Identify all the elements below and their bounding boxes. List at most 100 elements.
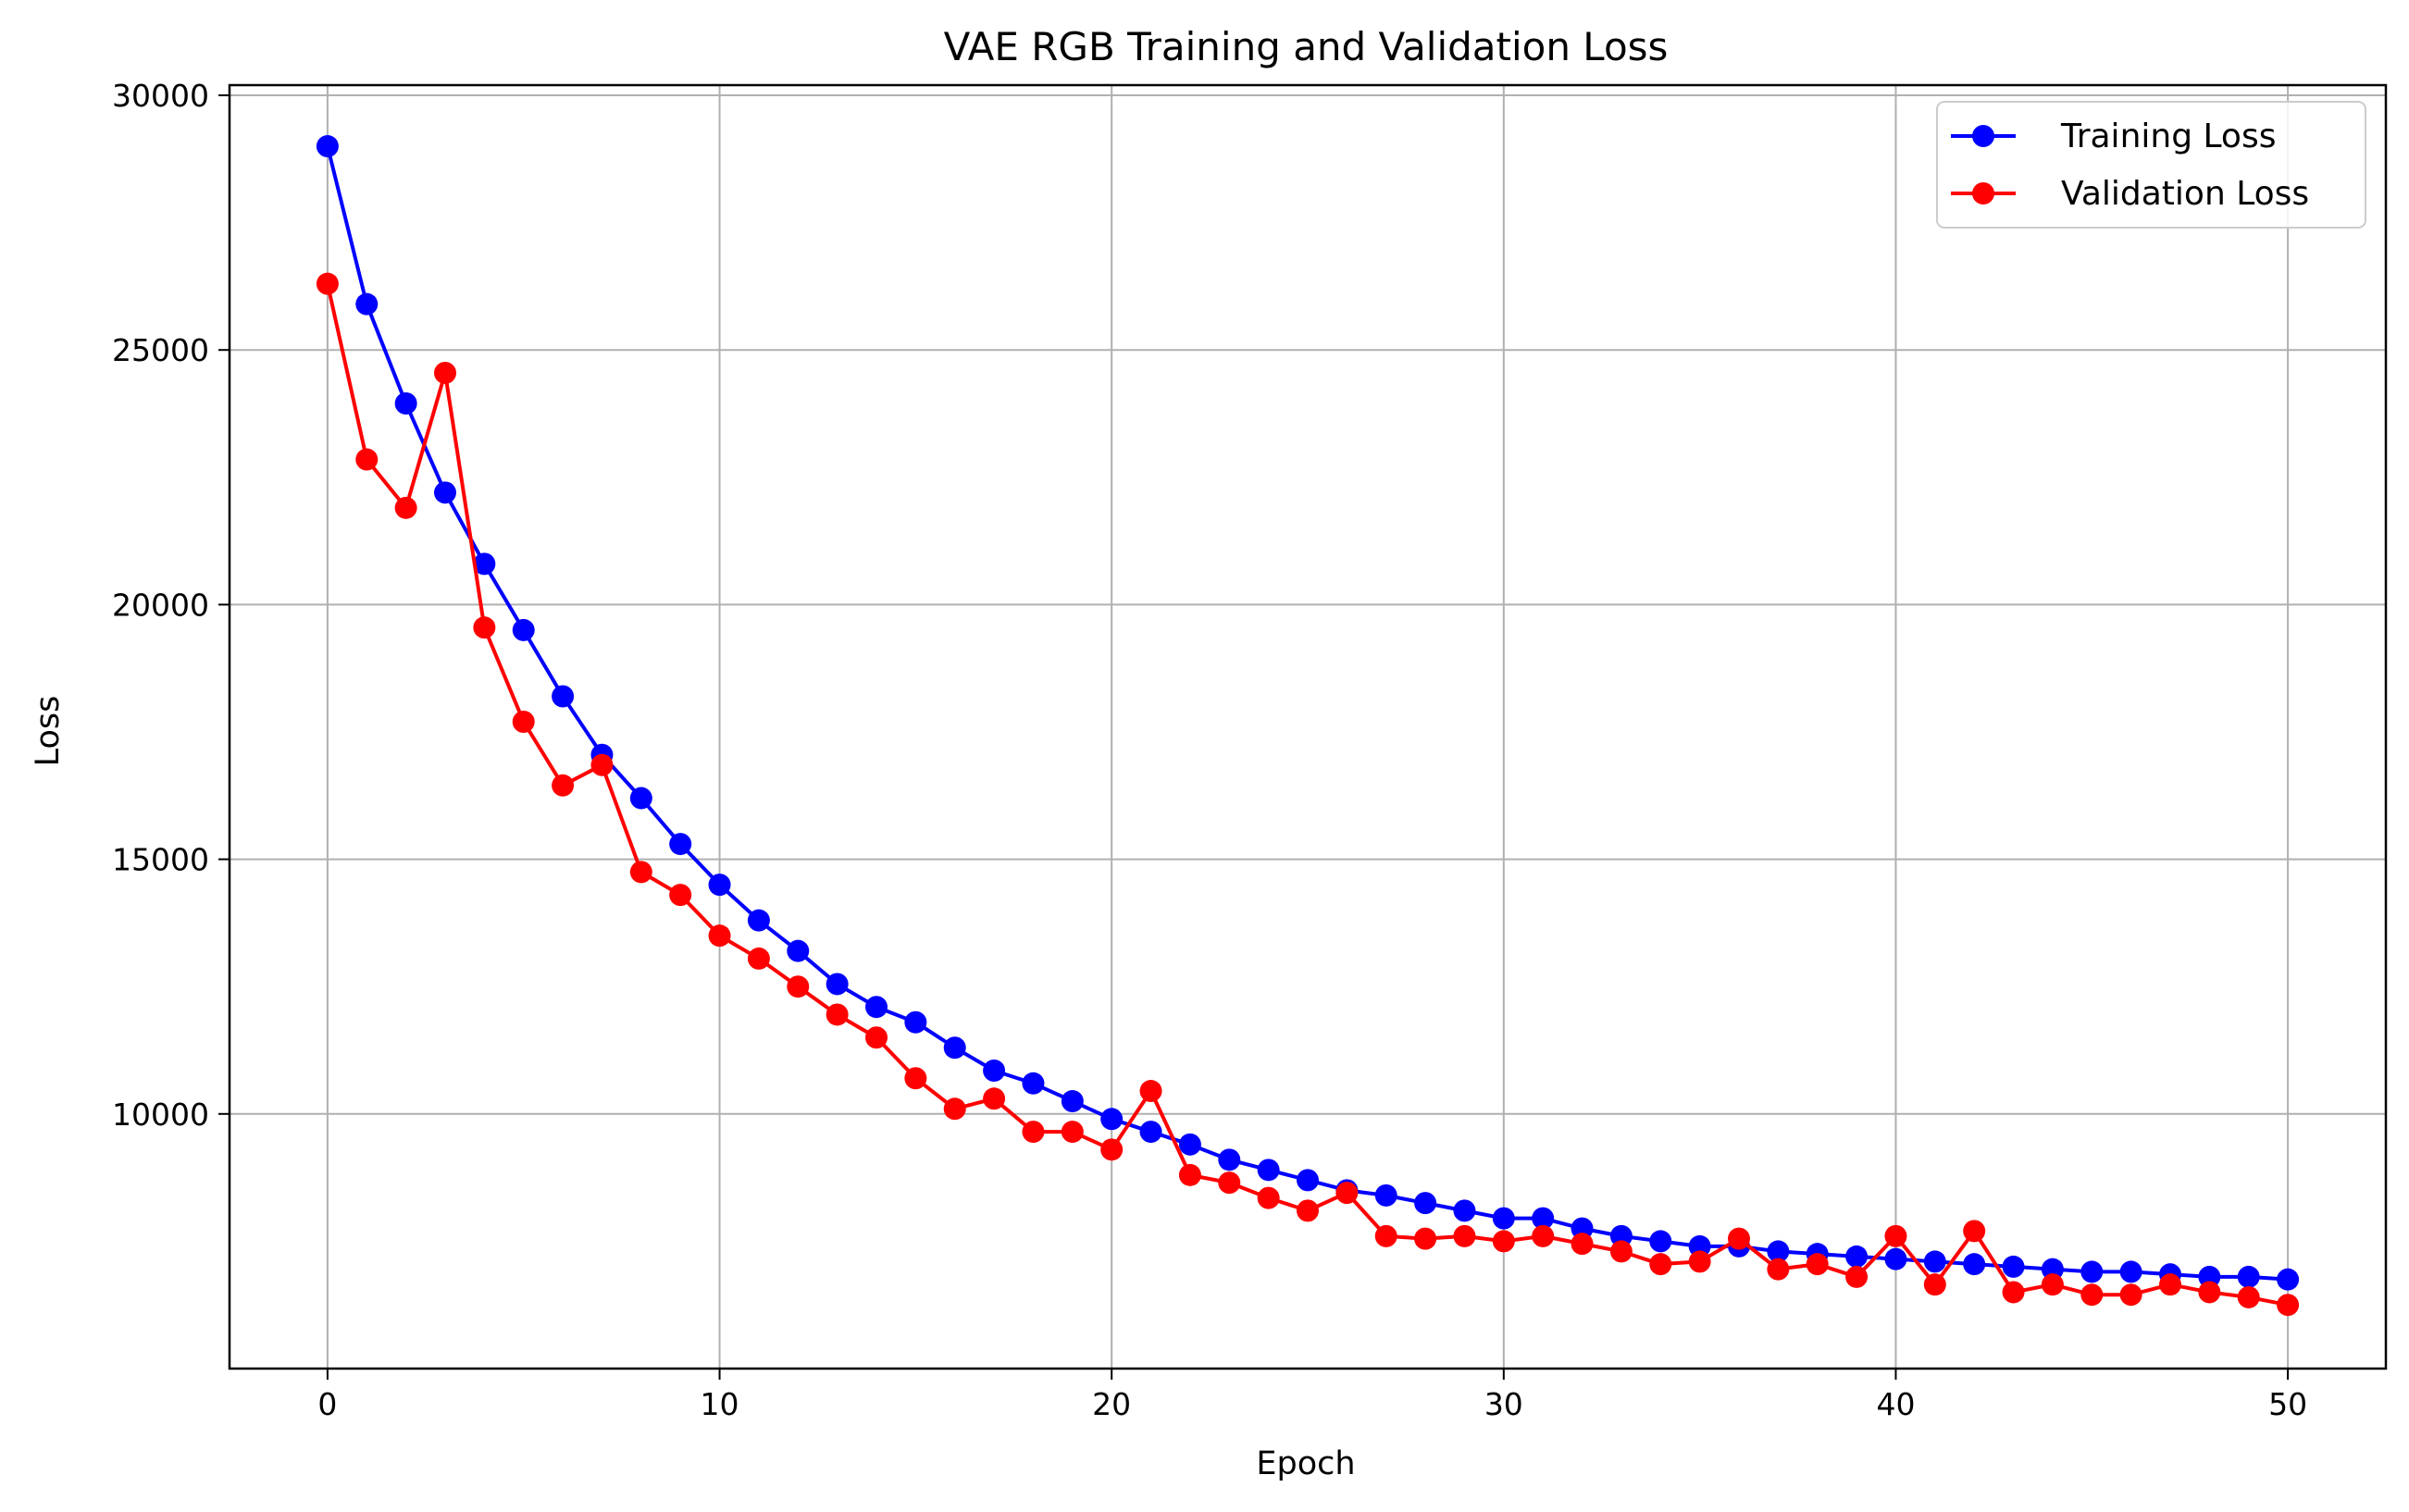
data-point xyxy=(826,973,849,996)
data-point xyxy=(1414,1227,1437,1250)
data-point xyxy=(1609,1224,1633,1247)
data-point xyxy=(1374,1184,1397,1207)
grid xyxy=(230,85,2386,1369)
data-point xyxy=(1022,1121,1045,1144)
data-point xyxy=(1923,1273,1946,1296)
data-point xyxy=(1414,1192,1437,1215)
data-point xyxy=(1022,1072,1045,1095)
legend-label: Training Loss xyxy=(2060,118,2276,155)
data-point xyxy=(669,833,692,856)
x-tick-label: 50 xyxy=(2268,1386,2307,1422)
data-point xyxy=(2080,1260,2104,1283)
data-point xyxy=(1845,1265,1869,1288)
x-axis-label: Epoch xyxy=(1256,1445,1355,1482)
data-point xyxy=(943,1036,966,1060)
data-point xyxy=(552,685,575,708)
x-tick-label: 20 xyxy=(1092,1386,1131,1422)
data-point xyxy=(2119,1283,2142,1307)
data-point xyxy=(1335,1182,1359,1205)
data-point xyxy=(1532,1224,1555,1247)
data-point xyxy=(669,884,692,907)
legend-item: Validation Loss xyxy=(1951,175,2309,213)
data-point xyxy=(2002,1281,2025,1304)
data-point xyxy=(2119,1260,2142,1283)
data-point xyxy=(1571,1233,1594,1256)
data-point xyxy=(1963,1220,1986,1243)
data-point xyxy=(316,135,339,158)
data-point xyxy=(2237,1285,2260,1308)
x-tick-label: 30 xyxy=(1484,1386,1523,1422)
plot-frame xyxy=(228,83,2388,1370)
y-tick-label: 25000 xyxy=(112,332,209,368)
data-point xyxy=(1845,1245,1869,1268)
data-point xyxy=(2198,1281,2221,1304)
data-point xyxy=(1884,1247,1907,1270)
data-point xyxy=(512,710,535,733)
data-point xyxy=(1297,1199,1319,1222)
data-point xyxy=(904,1010,927,1034)
data-point xyxy=(1963,1253,1986,1276)
legend-box xyxy=(1936,101,2366,229)
data-point xyxy=(1806,1253,1829,1276)
data-point xyxy=(2237,1265,2260,1288)
data-point xyxy=(1453,1199,1476,1222)
data-point xyxy=(2277,1268,2300,1291)
data-point xyxy=(316,272,339,295)
data-point xyxy=(1728,1227,1750,1250)
data-point xyxy=(1453,1224,1476,1247)
data-point xyxy=(1061,1090,1084,1113)
data-point xyxy=(434,481,456,504)
data-point xyxy=(1218,1148,1241,1171)
legend-marker xyxy=(1972,182,1994,204)
data-point xyxy=(1767,1258,1790,1281)
x-tick-label: 40 xyxy=(1876,1386,1915,1422)
data-point xyxy=(355,292,379,316)
data-point xyxy=(904,1067,927,1090)
data-point xyxy=(1609,1240,1633,1263)
data-point xyxy=(1218,1171,1241,1195)
data-point xyxy=(1492,1230,1515,1253)
y-tick-label: 20000 xyxy=(112,587,209,623)
data-point xyxy=(1178,1163,1201,1186)
data-point xyxy=(983,1087,1006,1110)
data-point xyxy=(2277,1294,2300,1317)
data-point xyxy=(590,753,614,776)
data-point xyxy=(787,939,810,962)
data-point xyxy=(1139,1121,1162,1144)
x-tick-label: 0 xyxy=(317,1386,337,1422)
x-tick-label: 10 xyxy=(701,1386,739,1422)
data-point xyxy=(2159,1273,2181,1296)
data-point xyxy=(1257,1159,1280,1182)
legend-marker xyxy=(1972,125,1994,147)
data-point xyxy=(1649,1230,1672,1253)
data-point xyxy=(1178,1133,1201,1156)
data-point xyxy=(434,361,456,384)
data-point xyxy=(394,496,417,519)
data-point xyxy=(355,448,379,471)
data-point xyxy=(473,552,496,576)
data-point xyxy=(1649,1253,1672,1276)
data-point xyxy=(2198,1265,2221,1288)
y-tick-label: 15000 xyxy=(112,842,209,878)
data-point xyxy=(473,616,496,639)
data-point xyxy=(1688,1234,1711,1258)
data-point xyxy=(708,874,731,897)
y-tick-label: 30000 xyxy=(112,78,209,114)
data-point xyxy=(826,1003,849,1026)
data-point xyxy=(1100,1108,1124,1131)
data-point xyxy=(1061,1121,1084,1144)
data-point xyxy=(1884,1224,1907,1247)
data-point xyxy=(552,774,575,797)
data-point xyxy=(512,618,535,641)
data-point xyxy=(983,1060,1006,1083)
data-point xyxy=(2002,1255,2025,1278)
legend: Training Loss Validation Loss xyxy=(1936,101,2366,229)
data-point xyxy=(1139,1080,1162,1103)
legend-label: Validation Loss xyxy=(2061,175,2309,213)
series-group xyxy=(316,135,2300,1317)
data-point xyxy=(1257,1186,1280,1209)
data-point xyxy=(1923,1250,1946,1273)
chart-title: VAE RGB Training and Validation Loss xyxy=(944,24,1669,69)
data-point xyxy=(865,1026,888,1049)
data-point xyxy=(629,787,652,810)
